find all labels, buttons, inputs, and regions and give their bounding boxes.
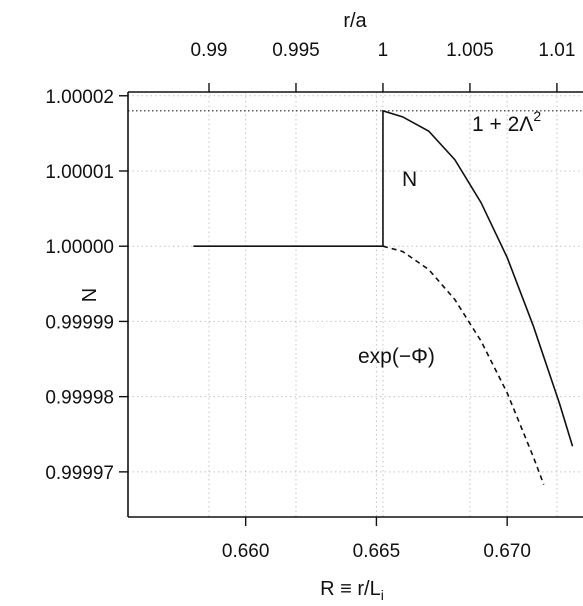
series-label-exp-phi: exp(−Φ) [358,345,435,368]
top-tick-label: 0.99 [191,40,228,61]
top-tick-label: 1 [378,40,389,61]
y-tick-label: 0.99997 [45,463,114,484]
series-line-n [193,109,574,447]
axes [127,91,583,518]
top-tick-label: 1.005 [446,40,494,61]
x-tick-label: 0.665 [353,541,401,562]
x-axis-label-main: R ≡ r/L [320,578,381,600]
x-axis-label: R ≡ r/Li [320,578,384,603]
top-tick-label: 1.01 [538,40,575,61]
top-tick-label: 0.995 [272,40,320,61]
y-tick-label: 1.00000 [45,237,114,258]
y-tick-label: 0.99998 [45,388,114,409]
y-tick-label: 0.99999 [45,312,114,333]
y-axis-label: N [79,288,101,302]
series-group [193,109,574,485]
top-axis-label: r/a [343,10,367,32]
series-line-exp-phi [382,245,545,485]
y-tick-label: 1.00001 [45,162,114,183]
reference-line-label: 1 + 2Λ2 [472,108,541,136]
x-axis-label-subscript: i [381,587,384,603]
grid [128,92,583,517]
ticks: 0.660 0.665 0.670 1.00002 1.00001 1.00000 0.99… [45,40,575,562]
series-label-n: N [402,168,417,191]
y-tick-label: 1.00002 [45,87,114,108]
reference-line-label-superscript: 2 [533,108,541,124]
x-tick-label: 0.670 [483,541,531,562]
x-tick-label: 0.660 [222,541,270,562]
reference-line-label-main: 1 + 2Λ [472,113,533,136]
